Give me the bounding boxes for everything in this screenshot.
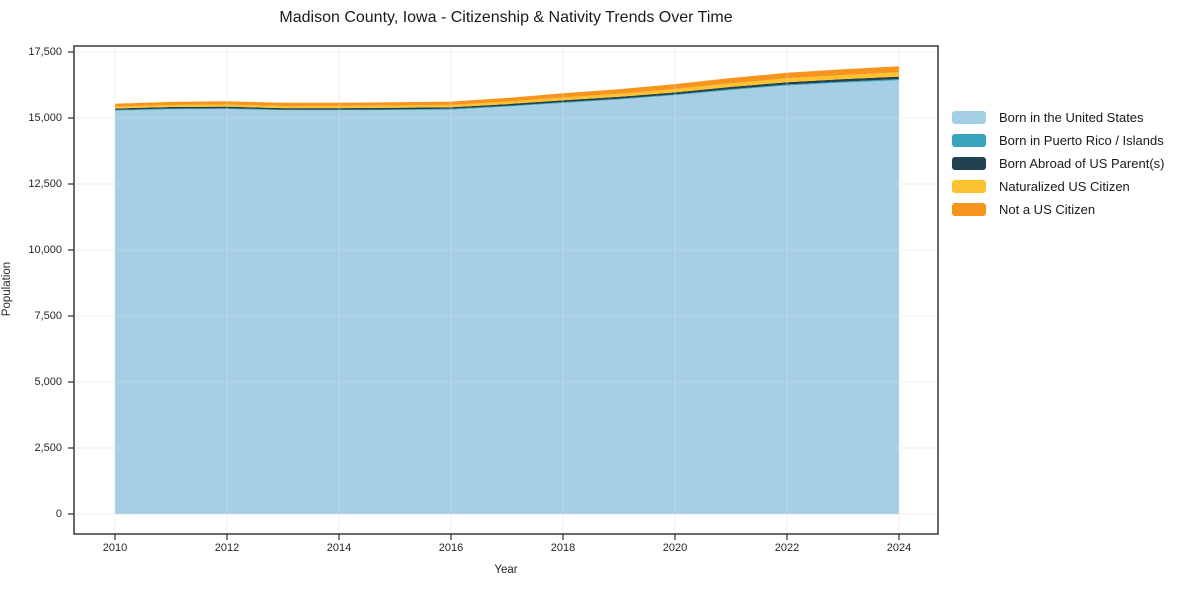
area-series-5 [115,66,899,107]
y-tick-label: 2,500 [34,442,62,454]
legend-swatch-icon [952,157,986,170]
legend-swatch-icon [952,203,986,216]
area-series-1 [115,80,899,514]
y-tick-label: 12,500 [28,178,62,190]
area-series-4 [115,72,899,109]
legend-item-5: Not a US Citizen [952,198,1164,221]
y-tick-label: 15,000 [28,112,62,124]
plot-border [73,45,939,535]
legend-swatch-icon [952,134,986,147]
legend-item-2: Born in Puerto Rico / Islands [952,129,1164,152]
x-tick-label: 2012 [214,542,240,554]
legend-swatch-icon [952,180,986,193]
legend-label: Born in Puerto Rico / Islands [999,133,1164,148]
legend-label: Not a US Citizen [999,202,1096,217]
y-tick-label: 0 [55,508,62,520]
legend-label: Born in the United States [999,110,1144,125]
y-tick-label: 5,000 [34,376,62,388]
x-tick-label: 2020 [662,542,688,554]
legend-item-4: Naturalized US Citizen [952,175,1164,198]
chart-title: Madison County, Iowa - Citizenship & Nat… [279,9,733,26]
y-tick-label: 10,000 [28,244,62,256]
x-axis-label: Year [494,564,518,576]
x-tick-label: 2024 [886,542,912,554]
legend-swatch-icon [952,111,986,124]
y-tick-label: 17,500 [28,46,62,58]
x-tick-label: 2022 [774,542,800,554]
legend-item-3: Born Abroad of US Parent(s) [952,152,1164,175]
legend: Born in the United States Born in Puerto … [952,106,1164,221]
legend-label: Naturalized US Citizen [999,179,1130,194]
x-tick-label: 2018 [550,542,576,554]
legend-label: Born Abroad of US Parent(s) [999,156,1165,171]
y-axis-label: Population [1,261,13,317]
x-tick-label: 2016 [438,542,464,554]
legend-item-1: Born in the United States [952,106,1164,129]
x-tick-label: 2010 [102,542,128,554]
x-tick-label: 2014 [326,542,352,554]
y-tick-label: 7,500 [34,310,62,322]
